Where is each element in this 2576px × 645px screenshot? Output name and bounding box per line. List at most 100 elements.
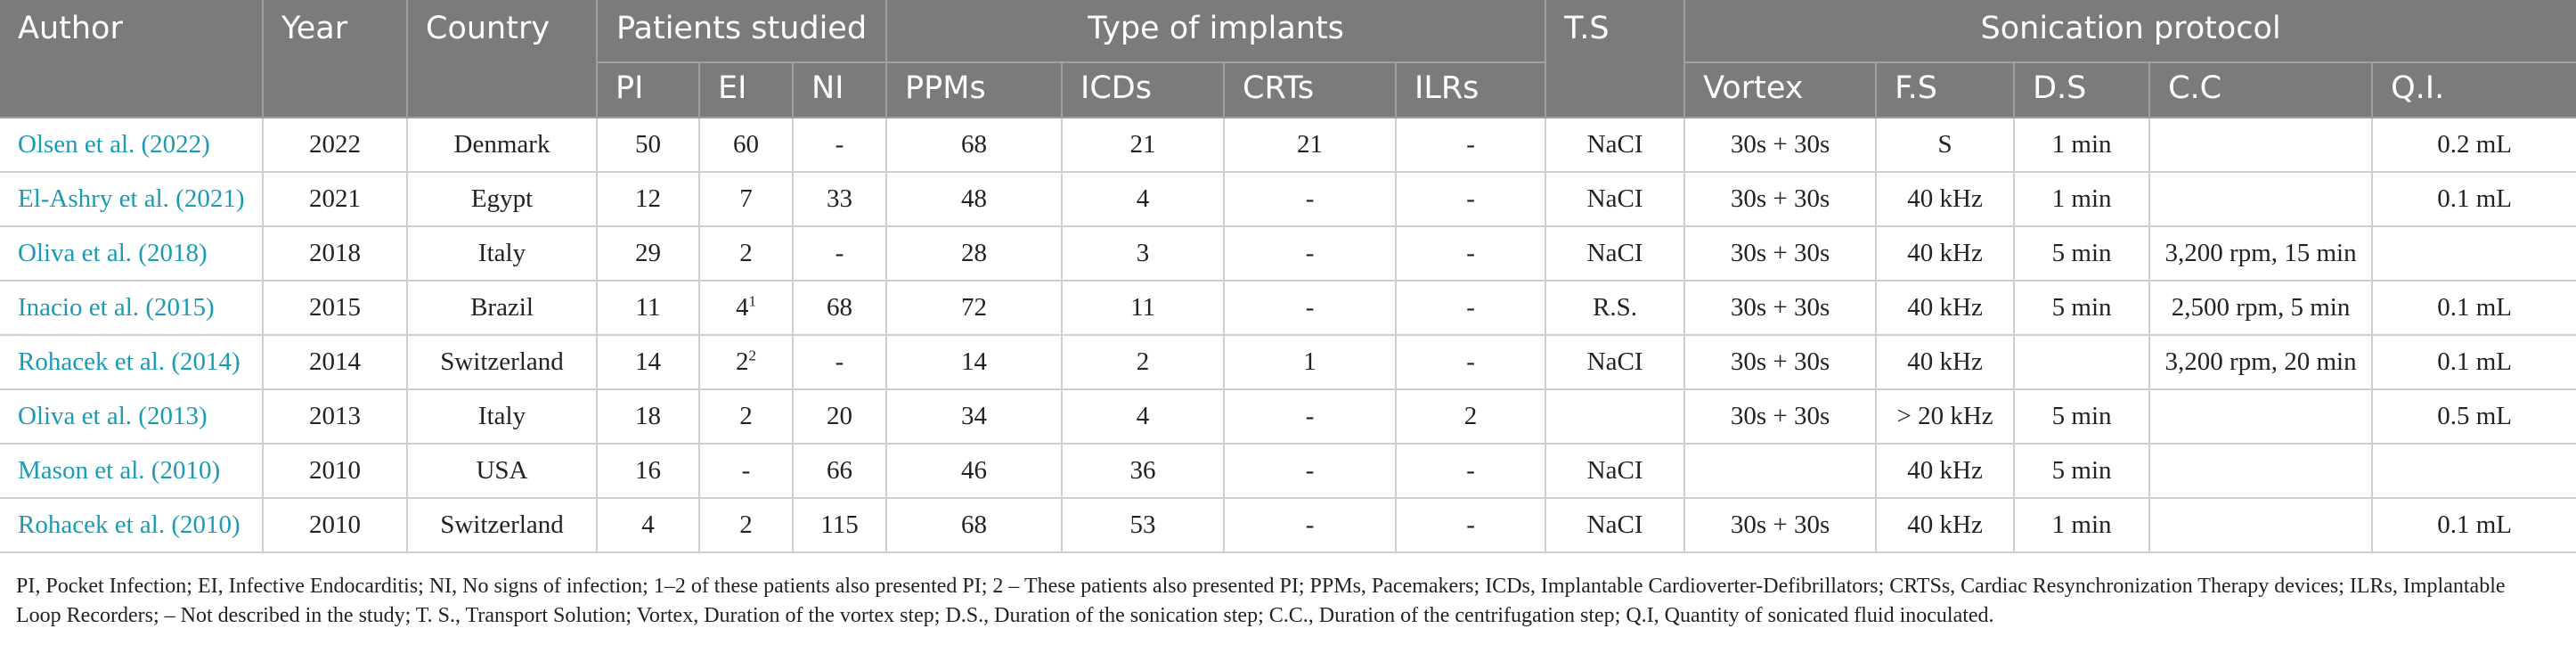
pi-cell: 50	[597, 118, 700, 173]
ppms-cell: 34	[886, 389, 1064, 445]
cc-cell	[2149, 389, 2374, 445]
vortex-cell: 30s + 30s	[1684, 335, 1878, 390]
vortex-cell: 30s + 30s	[1684, 498, 1878, 553]
header-vortex: Vortex	[1684, 62, 1878, 118]
fs-cell: 40 kHz	[1876, 498, 2016, 553]
author-link[interactable]: Rohacek et al. (2010)	[0, 498, 264, 553]
ilrs-cell: 2	[1396, 389, 1547, 445]
qi-cell: 0.1 mL	[2372, 281, 2576, 336]
author-link[interactable]: Oliva et al. (2013)	[0, 389, 264, 445]
header-patients-studied: Patients studied	[597, 0, 888, 63]
pi-cell: 18	[597, 389, 700, 445]
crts-cell: 21	[1224, 118, 1398, 173]
header-sonication-protocol: Sonication protocol	[1684, 0, 2576, 63]
ei-cell: 22	[699, 335, 794, 390]
author-link[interactable]: Mason et al. (2010)	[0, 444, 264, 499]
author-link[interactable]: Rohacek et al. (2014)	[0, 335, 264, 390]
country-cell: Denmark	[407, 118, 598, 173]
icds-cell: 53	[1062, 498, 1226, 553]
fs-cell: 40 kHz	[1876, 335, 2016, 390]
ts-cell: NaCI	[1545, 172, 1686, 227]
ds-cell: 1 min	[2014, 118, 2151, 173]
ei-cell: 2	[699, 389, 794, 445]
qi-cell: 0.1 mL	[2372, 498, 2576, 553]
ei-value: -	[741, 456, 751, 485]
ei-footnote-marker: 2	[748, 347, 757, 364]
year-cell: 2015	[263, 281, 408, 336]
qi-cell: 0.2 mL	[2372, 118, 2576, 173]
ei-value: 4	[736, 293, 749, 322]
ts-cell: NaCI	[1545, 498, 1686, 553]
ds-cell: 1 min	[2014, 498, 2151, 553]
cc-cell: 3,200 rpm, 20 min	[2149, 335, 2374, 390]
vortex-cell: 30s + 30s	[1684, 226, 1878, 282]
ppms-cell: 68	[886, 118, 1064, 173]
ni-cell: 115	[793, 498, 888, 553]
fs-cell: 40 kHz	[1876, 172, 2016, 227]
cc-cell	[2149, 172, 2374, 227]
header-ni: NI	[793, 62, 888, 118]
qi-cell: 0.5 mL	[2372, 389, 2576, 445]
country-cell: Egypt	[407, 172, 598, 227]
author-link[interactable]: El-Ashry et al. (2021)	[0, 172, 264, 227]
header-author: Author	[0, 0, 264, 118]
ni-cell: 33	[793, 172, 888, 227]
year-cell: 2022	[263, 118, 408, 173]
country-cell: USA	[407, 444, 598, 499]
year-cell: 2010	[263, 444, 408, 499]
table-row: Rohacek et al. (2014) 2014 Switzerland 1…	[0, 335, 2576, 390]
ei-footnote-marker: 1	[748, 292, 757, 310]
pi-cell: 12	[597, 172, 700, 227]
ilrs-cell: -	[1396, 172, 1547, 227]
qi-cell: 0.1 mL	[2372, 172, 2576, 227]
table-row: Mason et al. (2010) 2010 USA 16 - 66 46 …	[0, 444, 2576, 499]
icds-cell: 4	[1062, 389, 1226, 445]
year-cell: 2010	[263, 498, 408, 553]
icds-cell: 11	[1062, 281, 1226, 336]
cc-cell	[2149, 498, 2374, 553]
header-ppms: PPMs	[886, 62, 1064, 118]
pi-cell: 29	[597, 226, 700, 282]
pi-cell: 16	[597, 444, 700, 499]
ei-cell: 2	[699, 498, 794, 553]
ppms-cell: 68	[886, 498, 1064, 553]
pi-cell: 11	[597, 281, 700, 336]
table-row: Oliva et al. (2018) 2018 Italy 29 2 - 28…	[0, 226, 2576, 282]
country-cell: Switzerland	[407, 498, 598, 553]
author-link[interactable]: Inacio et al. (2015)	[0, 281, 264, 336]
ilrs-cell: -	[1396, 335, 1547, 390]
header-transport-solution: T.S	[1545, 0, 1686, 118]
year-cell: 2014	[263, 335, 408, 390]
ppms-cell: 14	[886, 335, 1064, 390]
header-fs: F.S	[1876, 62, 2016, 118]
qi-cell: 0.1 mL	[2372, 335, 2576, 390]
header-ds: D.S	[2014, 62, 2151, 118]
ilrs-cell: -	[1396, 226, 1547, 282]
country-cell: Italy	[407, 389, 598, 445]
fs-cell: 40 kHz	[1876, 281, 2016, 336]
header-qi: Q.I.	[2372, 62, 2576, 118]
ds-cell: 1 min	[2014, 172, 2151, 227]
crts-cell: 1	[1224, 335, 1398, 390]
ei-value: 60	[733, 130, 759, 159]
crts-cell: -	[1224, 281, 1398, 336]
ts-cell: NaCI	[1545, 118, 1686, 173]
ppms-cell: 28	[886, 226, 1064, 282]
ds-cell: 5 min	[2014, 226, 2151, 282]
pi-cell: 4	[597, 498, 700, 553]
vortex-cell: 30s + 30s	[1684, 389, 1878, 445]
author-link[interactable]: Olsen et al. (2022)	[0, 118, 264, 173]
year-cell: 2013	[263, 389, 408, 445]
icds-cell: 21	[1062, 118, 1226, 173]
ppms-cell: 48	[886, 172, 1064, 227]
table-row: Inacio et al. (2015) 2015 Brazil 11 41 6…	[0, 281, 2576, 336]
table-row: Olsen et al. (2022) 2022 Denmark 50 60 -…	[0, 118, 2576, 173]
header-year: Year	[263, 0, 408, 118]
ei-value: 2	[739, 402, 753, 430]
header-cc: C.C	[2149, 62, 2374, 118]
table-row: Rohacek et al. (2010) 2010 Switzerland 4…	[0, 498, 2576, 553]
vortex-cell: 30s + 30s	[1684, 172, 1878, 227]
year-cell: 2018	[263, 226, 408, 282]
author-link[interactable]: Oliva et al. (2018)	[0, 226, 264, 282]
header-icds: ICDs	[1062, 62, 1226, 118]
